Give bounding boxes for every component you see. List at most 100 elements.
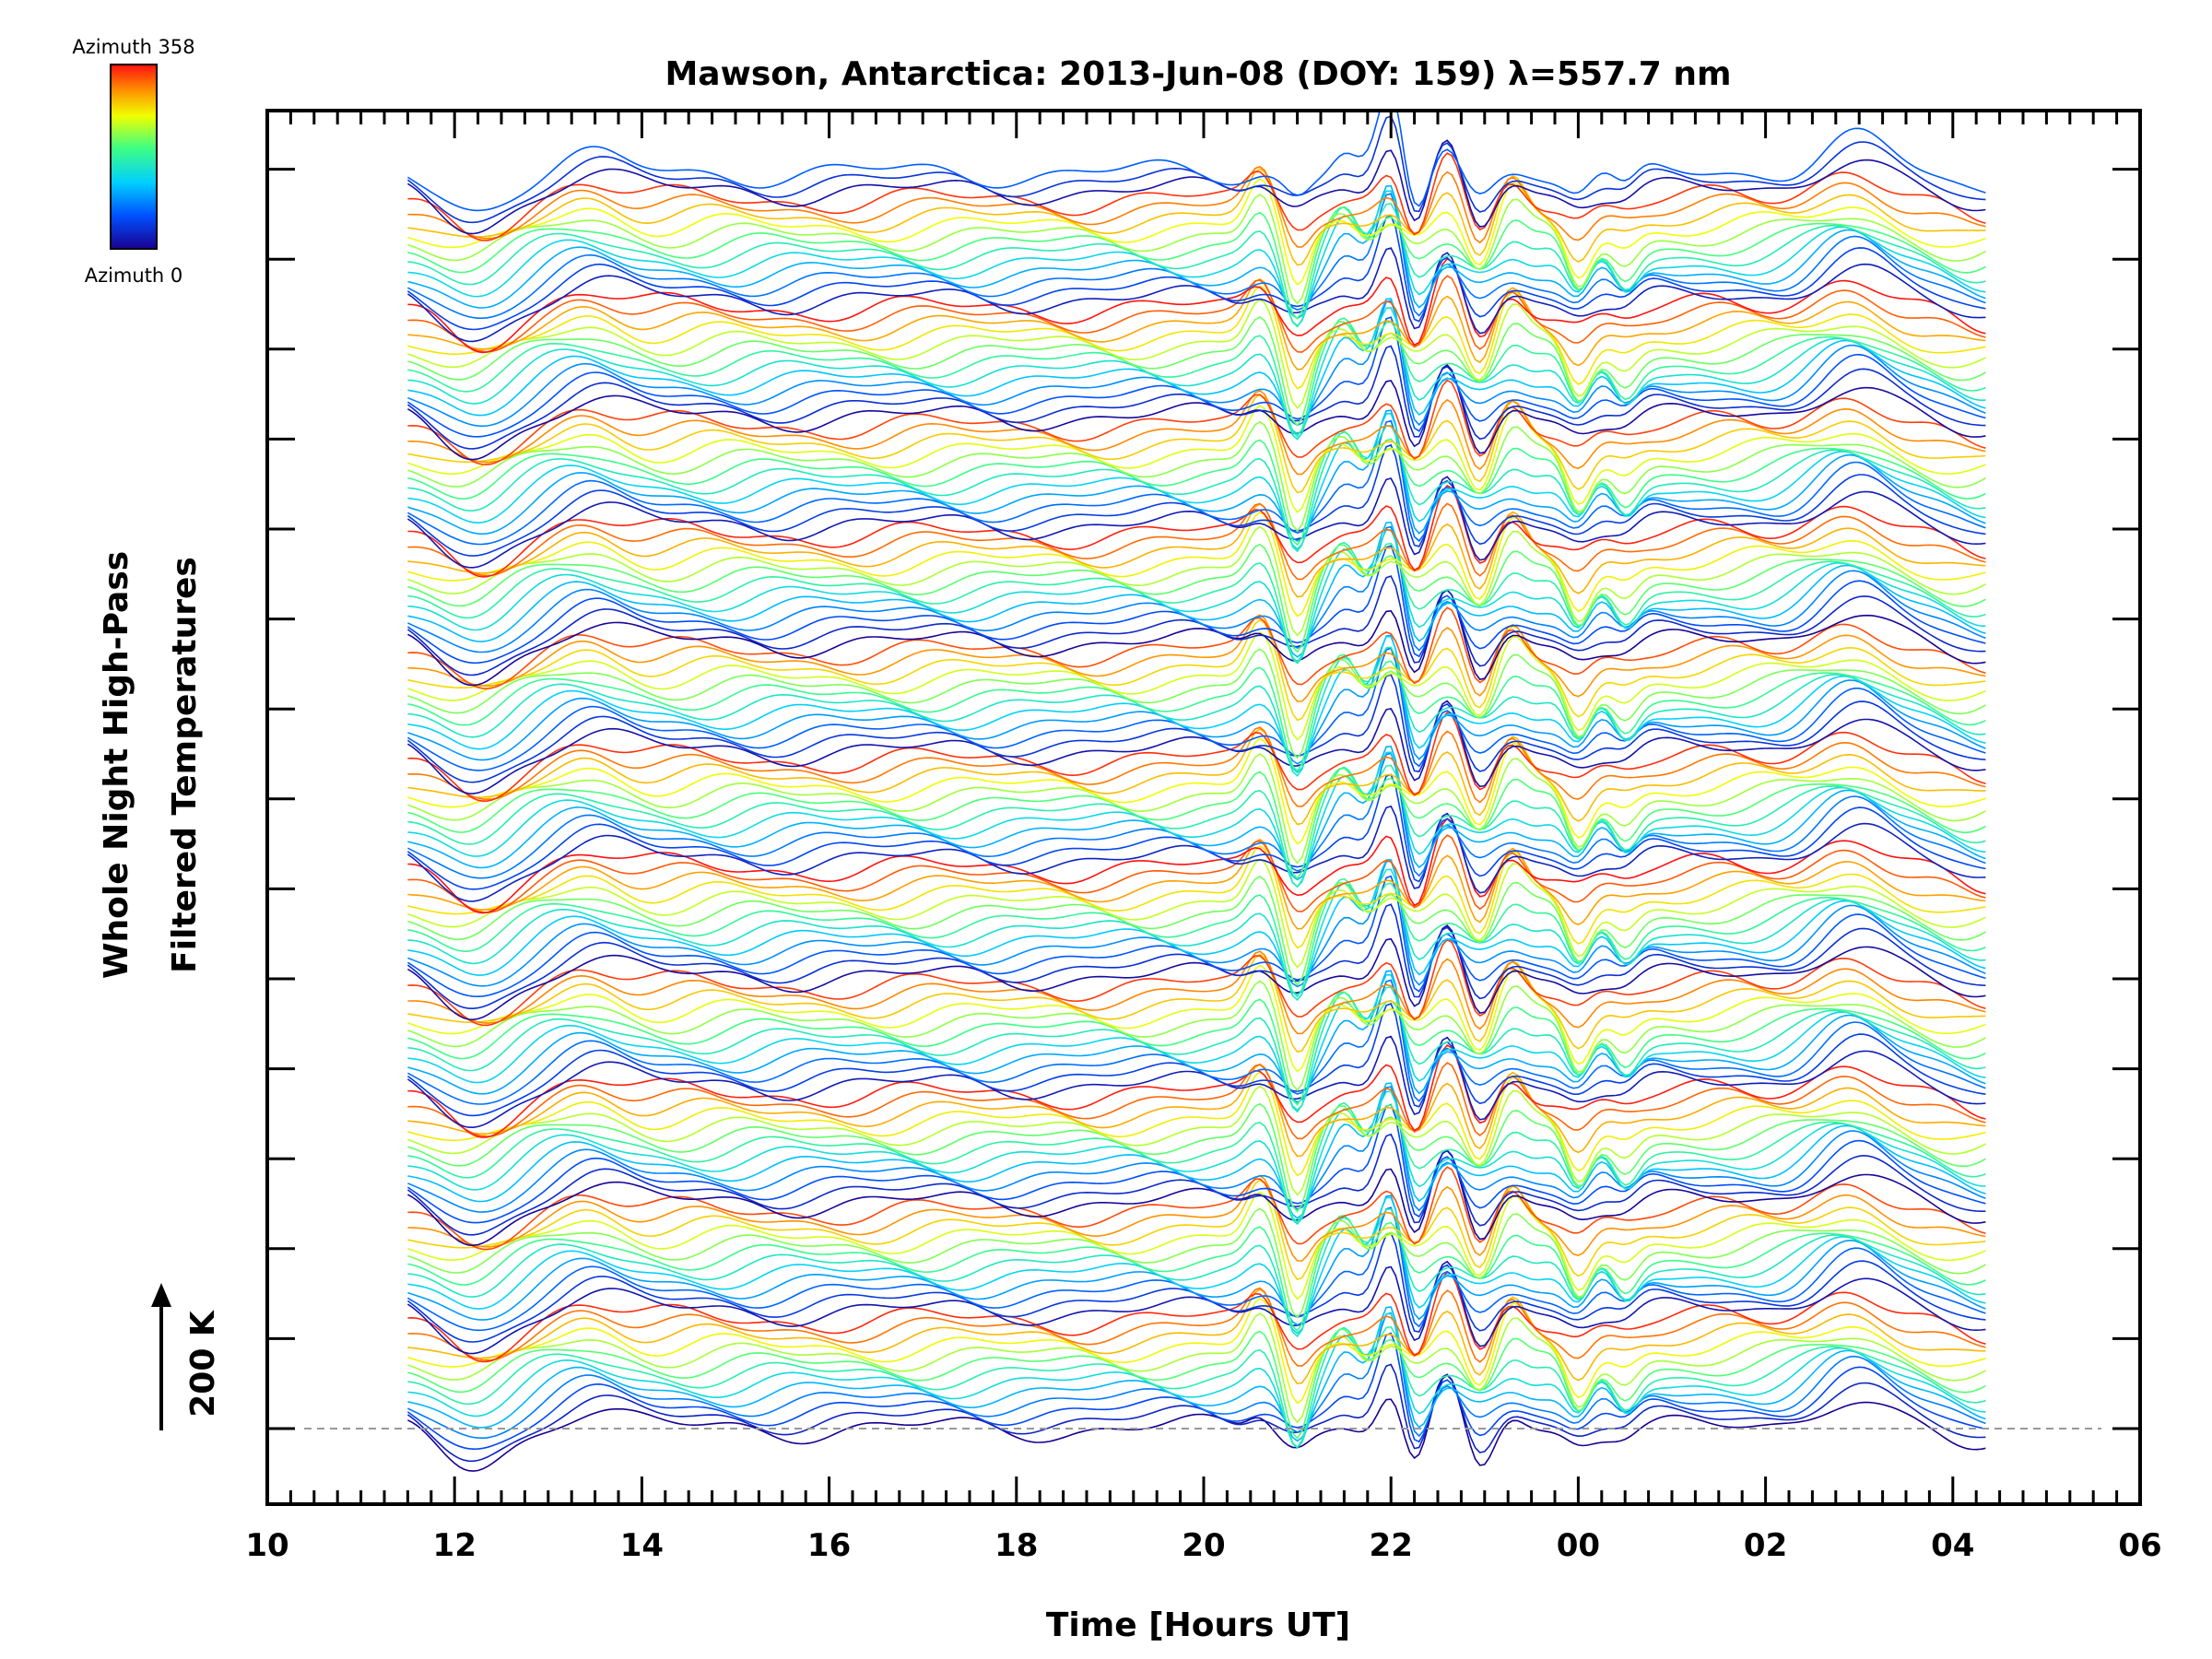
x-tick-label: 06 — [2118, 1527, 2161, 1564]
series-line — [407, 525, 1986, 653]
series-line — [407, 285, 1986, 390]
series-line — [407, 970, 1986, 1103]
series-group — [406, 112, 1986, 1472]
series-line — [407, 1312, 1986, 1449]
series-line — [407, 389, 1986, 476]
series-line — [407, 543, 1986, 653]
series-line — [407, 168, 1986, 266]
series-line — [406, 476, 1986, 569]
series-line — [407, 1287, 1986, 1367]
y-axis-ticks — [267, 168, 2140, 1430]
series-line — [407, 277, 1986, 371]
series-line — [407, 409, 1986, 543]
series-line — [406, 1332, 1986, 1451]
series-line — [406, 1363, 1986, 1463]
series-line — [406, 115, 1986, 224]
series-line — [407, 1179, 1986, 1281]
series-line — [407, 844, 1986, 949]
series-line — [407, 1194, 1986, 1326]
series-line — [407, 541, 1986, 664]
series-line — [407, 1207, 1986, 1319]
series-line — [407, 1288, 1986, 1385]
series-line — [407, 1215, 1986, 1333]
series-line — [407, 152, 1986, 241]
series-line — [407, 648, 1986, 759]
series-line — [407, 193, 1986, 319]
series-line — [407, 1062, 1986, 1140]
x-tick-label: 20 — [1182, 1527, 1225, 1564]
scale-arrow-label: 200 K — [184, 1310, 222, 1418]
y-axis-label-line1: Whole Night High-Pass — [98, 551, 135, 979]
series-line — [407, 1085, 1986, 1196]
series-line — [407, 767, 1986, 880]
series-line — [407, 980, 1986, 1092]
series-line — [407, 178, 1986, 286]
series-line — [407, 257, 1986, 354]
series-line — [407, 631, 1986, 741]
colorbar-max-label: Azimuth 358 — [72, 36, 194, 58]
series-line — [407, 184, 1986, 320]
series-line — [407, 653, 1986, 772]
series-line — [407, 316, 1986, 427]
series-line — [407, 194, 1986, 305]
series-line — [406, 805, 1986, 902]
series-line — [407, 964, 1986, 1073]
series-line — [407, 588, 1986, 687]
series-line — [407, 876, 1986, 986]
series-line — [407, 745, 1986, 881]
x-tick-label: 14 — [620, 1527, 664, 1564]
series-line — [407, 1090, 1986, 1226]
series-line — [406, 647, 1986, 771]
series-line — [407, 752, 1986, 879]
series-line — [407, 1306, 1986, 1442]
x-tick-label: 22 — [1370, 1527, 1413, 1564]
x-axis-ticks — [265, 111, 2142, 1504]
series-line — [407, 877, 1986, 998]
series-line — [407, 834, 1986, 913]
series-line — [407, 511, 1986, 618]
y-axis-label-line2: Filtered Temperatures — [166, 557, 204, 973]
series-line — [407, 868, 1986, 1002]
colorbar-gradient — [110, 64, 158, 250]
series-line — [407, 646, 1986, 777]
series-line — [407, 1148, 1986, 1247]
series-line — [407, 818, 1986, 914]
series-line — [406, 700, 1986, 794]
x-tick-label: 16 — [807, 1527, 851, 1564]
series-line — [407, 712, 1986, 803]
series-line — [407, 859, 1986, 988]
series-line — [407, 950, 1986, 1035]
series-line — [406, 139, 1986, 235]
series-line — [407, 1101, 1986, 1224]
series-line — [407, 634, 1986, 765]
series-line — [407, 190, 1986, 327]
series-line — [407, 737, 1986, 845]
series-line — [407, 206, 1986, 320]
series-line — [407, 424, 1986, 553]
x-tick-label: 02 — [1744, 1527, 1787, 1564]
series-line — [407, 412, 1986, 550]
series-line — [407, 1207, 1986, 1338]
series-line — [407, 635, 1986, 774]
colorbar-min-label: Azimuth 0 — [85, 265, 183, 287]
series-line — [407, 1312, 1986, 1424]
x-axis-tick-labels: 10 12 14 16 18 20 22 00 02 04 06 — [245, 1527, 2161, 1564]
x-tick-label: 00 — [1557, 1527, 1600, 1564]
x-tick-label: 04 — [1931, 1527, 1974, 1564]
series-line — [407, 298, 1986, 436]
series-line — [407, 1082, 1986, 1219]
series-line — [407, 618, 1986, 722]
series-line — [407, 1044, 1986, 1138]
series-line — [407, 606, 1986, 690]
x-axis-label: Time [Hours UT] — [1046, 1606, 1350, 1644]
scale-arrow-icon — [151, 1283, 171, 1307]
series-line — [407, 300, 1986, 428]
series-line — [407, 986, 1986, 1113]
series-line — [407, 753, 1986, 865]
colorbar: Azimuth 358 Azimuth 0 — [72, 36, 194, 287]
series-line — [407, 764, 1986, 888]
series-line — [407, 1328, 1986, 1440]
series-line — [407, 1325, 1986, 1449]
series-line — [407, 726, 1986, 807]
